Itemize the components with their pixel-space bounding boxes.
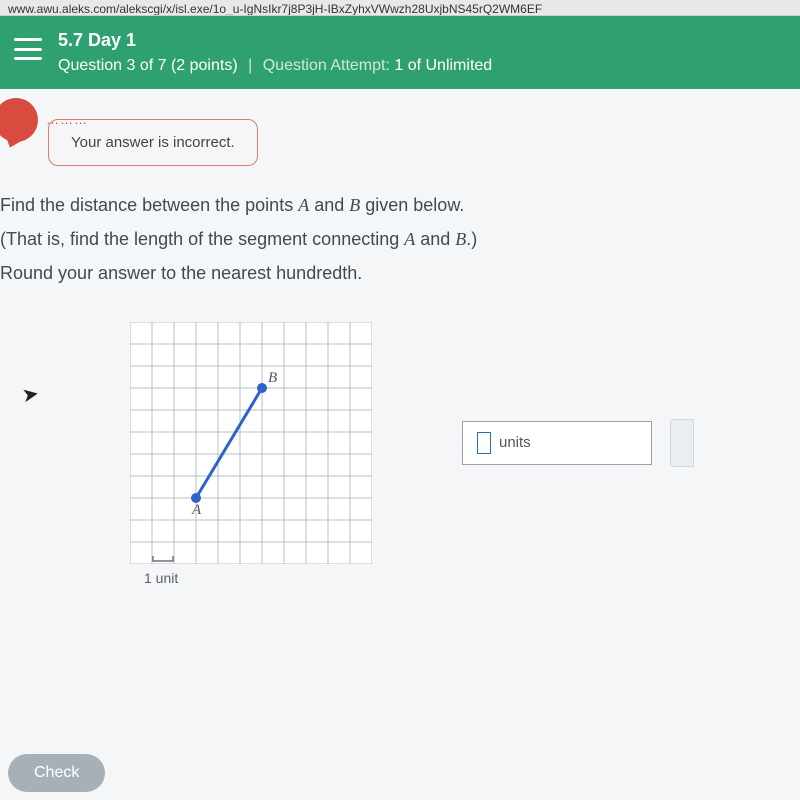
question-number: Question 3 of 7 (2 points): [58, 57, 238, 74]
assignment-title: 5.7 Day 1: [58, 30, 784, 51]
coordinate-grid: AB 1 unit: [130, 322, 372, 564]
units-label: units: [499, 434, 531, 451]
unit-bracket: [152, 555, 174, 565]
svg-text:B: B: [268, 370, 277, 386]
grid-svg: AB: [130, 322, 372, 564]
assignment-header: 5.7 Day 1 Question 3 of 7 (2 points) | Q…: [0, 16, 800, 89]
unit-label: 1 unit: [144, 570, 178, 586]
url-bar: www.awu.aleks.com/alekscgi/x/isl.exe/1o_…: [0, 0, 800, 16]
question-prompt: Find the distance between the points A a…: [0, 192, 800, 288]
separator: |: [248, 57, 252, 74]
question-info: Question 3 of 7 (2 points) | Question At…: [58, 57, 784, 75]
feedback-icon[interactable]: [0, 98, 38, 142]
side-button[interactable]: [670, 419, 694, 467]
answer-input-box[interactable]: units: [462, 421, 652, 465]
partial-text: ………: [46, 112, 88, 127]
check-button[interactable]: Check: [8, 754, 105, 792]
attempt-value: 1 of Unlimited: [394, 57, 492, 74]
svg-text:A: A: [191, 502, 202, 518]
attempt-label: Question Attempt:: [263, 57, 390, 74]
answer-field[interactable]: [477, 432, 491, 454]
menu-icon[interactable]: [14, 38, 42, 60]
